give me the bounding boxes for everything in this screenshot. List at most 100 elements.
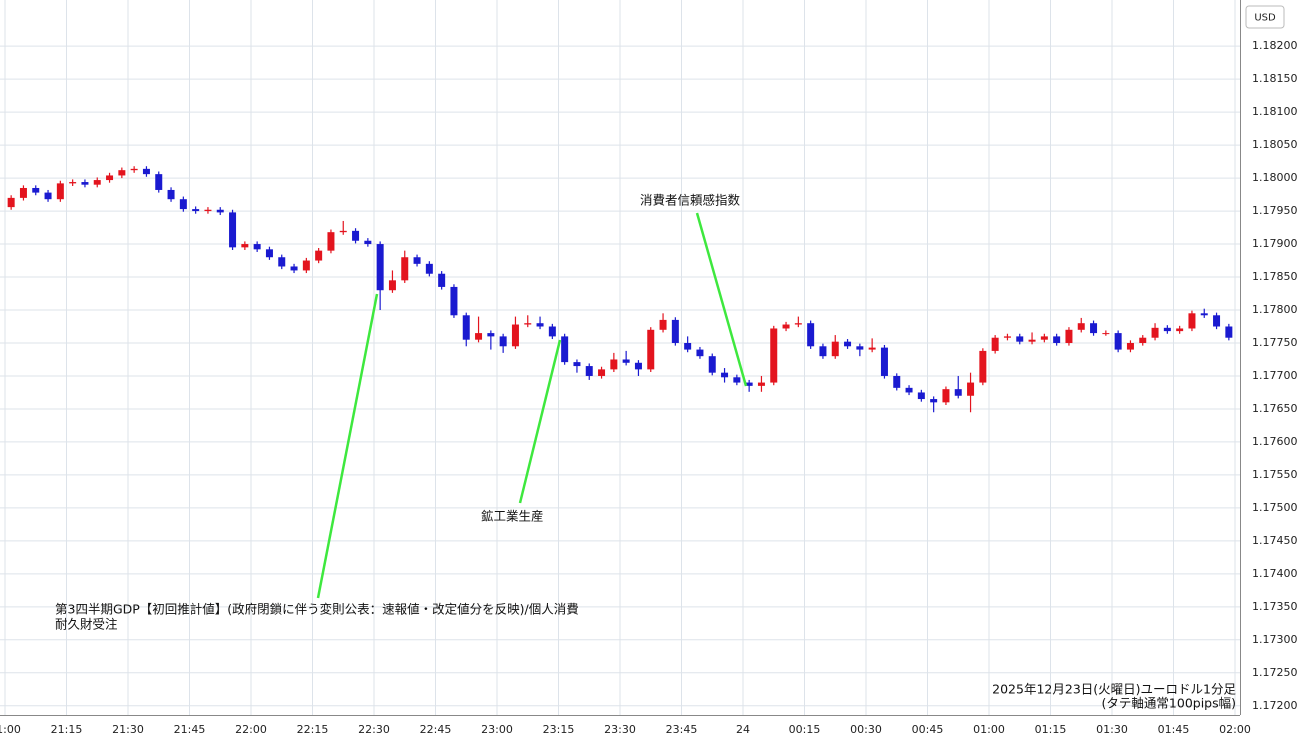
candle-body: [44, 192, 52, 200]
candle-body: [659, 319, 667, 330]
y-tick-label: 1.17450: [1252, 534, 1298, 547]
y-tick-label: 1.17850: [1252, 270, 1298, 283]
candle-body: [954, 389, 962, 396]
candle-body: [868, 347, 876, 350]
info: 2025年12月23日(火曜日)ユーロドル1分足: [992, 682, 1236, 697]
candle-body: [745, 382, 753, 386]
candle-body: [1225, 326, 1233, 338]
candle-body: [130, 168, 138, 171]
annotation-line: [316, 293, 379, 599]
candle-body: [1200, 313, 1208, 316]
annotation: 鉱工業生産: [481, 509, 544, 524]
currency: USD: [1254, 13, 1276, 24]
candle-body: [684, 342, 692, 350]
candle-body: [598, 369, 606, 376]
candle-body: [893, 375, 901, 388]
candle-body: [216, 209, 224, 213]
annotation-line: [695, 212, 748, 387]
candle-body: [524, 323, 532, 325]
x-tick-label: 01:45: [1158, 723, 1190, 736]
candle-body: [880, 347, 888, 376]
y-tick-label: 1.17700: [1252, 369, 1298, 382]
x-tick-label: 21:30: [112, 723, 144, 736]
candle-body: [647, 329, 655, 370]
candle-body: [585, 366, 593, 376]
candle-body: [487, 333, 495, 337]
currency-box: [1245, 5, 1285, 29]
candle-body: [671, 319, 679, 343]
candle-body: [32, 187, 40, 193]
y-tick-label: 1.17750: [1252, 336, 1298, 349]
candle-body: [278, 257, 286, 267]
candle-body: [315, 250, 323, 261]
x-tick-label: 21:00: [0, 723, 21, 736]
y-tick-label: 1.17600: [1252, 435, 1298, 448]
candle-body: [1077, 323, 1085, 330]
x-tick-label: 22:00: [235, 723, 267, 736]
candle-body: [7, 197, 15, 208]
candle-body: [450, 286, 458, 316]
candle-body: [1065, 329, 1073, 343]
candle-body: [979, 350, 987, 383]
candle-body: [942, 389, 950, 403]
y-tick-label: 1.18100: [1252, 105, 1298, 118]
candle-body: [634, 362, 642, 370]
candle-body: [475, 333, 483, 340]
candle-body: [339, 230, 347, 233]
candle-body: [93, 180, 101, 185]
candle-body: [1139, 337, 1147, 343]
candle-body: [831, 341, 839, 357]
candle-body: [179, 199, 187, 210]
candle-body: [499, 336, 507, 347]
x-tick-label: 00:45: [912, 723, 944, 736]
y-tick-label: 1.17500: [1252, 501, 1298, 514]
candle-body: [757, 382, 765, 386]
candle-body: [192, 209, 200, 212]
y-tick-label: 1.17550: [1252, 468, 1298, 481]
candle-body: [696, 349, 704, 357]
candle-body: [807, 323, 815, 347]
x-tick-label: 21:45: [174, 723, 206, 736]
y-tick-label: 1.17200: [1252, 699, 1298, 712]
x-tick-label: 24: [736, 723, 750, 736]
y-tick-label: 1.17900: [1252, 237, 1298, 250]
y-tick-label: 1.18150: [1252, 72, 1298, 85]
x-tick-label: 21:15: [51, 723, 83, 736]
candle-body: [1188, 313, 1196, 329]
candle-body: [106, 175, 114, 181]
candle-body: [155, 174, 163, 190]
candle-body: [511, 324, 519, 347]
candle-body: [1114, 333, 1122, 350]
candle-body: [844, 341, 852, 347]
x-tick-label: 01:00: [973, 723, 1005, 736]
annotation: 消費者信頼感指数: [640, 193, 741, 208]
candle-body: [438, 273, 446, 287]
y-tick-label: 1.17950: [1252, 204, 1298, 217]
candle-body: [782, 324, 790, 329]
candle-body: [265, 249, 273, 258]
y-tick-label: 1.18000: [1252, 171, 1298, 184]
candle-body: [327, 232, 335, 251]
candle-body: [561, 336, 569, 363]
candle-body: [1151, 327, 1159, 338]
candle-body: [794, 323, 802, 325]
candle-body: [302, 260, 310, 271]
candle-body: [536, 323, 544, 327]
candle-body: [1213, 315, 1221, 327]
candle-body: [462, 315, 470, 340]
x-tick-label: 23:00: [481, 723, 513, 736]
x-tick-label: 01:15: [1035, 723, 1067, 736]
x-tick-label: 01:30: [1096, 723, 1128, 736]
x-tick-label: 23:15: [543, 723, 575, 736]
candle-body: [1003, 336, 1011, 338]
candle-body: [1126, 342, 1134, 350]
annotation: 耐久財受注: [55, 617, 118, 632]
candle-body: [69, 182, 77, 184]
y-tick-label: 1.18200: [1252, 39, 1298, 52]
info: (タテ軸通常100pips幅): [1102, 696, 1236, 711]
candle-body: [721, 372, 729, 378]
candle-body: [401, 257, 409, 281]
x-tick-label: 22:15: [297, 723, 329, 736]
y-tick-label: 1.17650: [1252, 402, 1298, 415]
candle-body: [905, 387, 913, 393]
